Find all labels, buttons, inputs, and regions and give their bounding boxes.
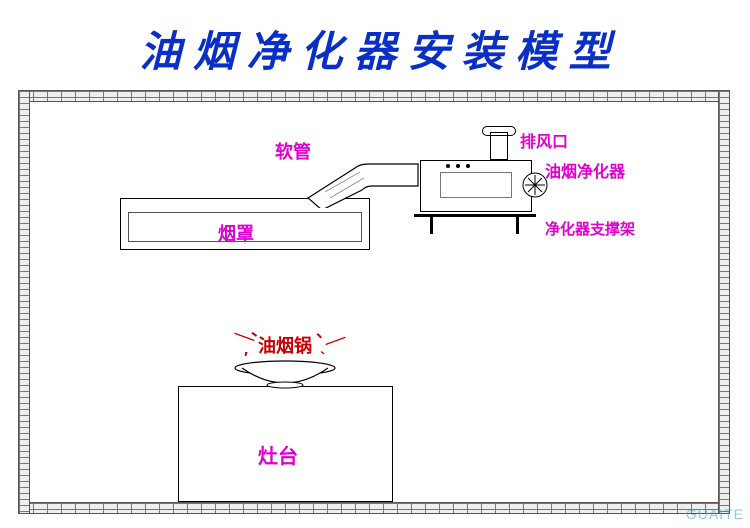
label-hood: 烟罩 [218, 220, 254, 246]
wall-top [18, 90, 730, 102]
watermark: GUAITE [686, 506, 744, 522]
label-exhaust: 排风口 [520, 128, 568, 152]
purifier-indicator [446, 164, 450, 168]
label-softpipe: 软管 [275, 138, 311, 164]
support-bar-v [430, 214, 433, 234]
wall-left [18, 90, 30, 514]
wall-bottom [18, 502, 730, 514]
label-bracket: 净化器支撑架 [545, 218, 635, 239]
support-bar-v [516, 214, 519, 234]
sparkle-icon: ′ [244, 350, 248, 368]
purifier-indicator [466, 164, 470, 168]
label-pot: 油烟锅 [258, 332, 312, 358]
softpipe-icon [300, 158, 440, 208]
exhaust-pipe [490, 132, 508, 160]
label-purifier: 油烟净化器 [545, 158, 625, 182]
wall-right [718, 90, 730, 514]
diagram-title: 油 烟 净 化 器 安 装 模 型 [0, 18, 750, 79]
purifier-panel [440, 172, 512, 198]
label-stove: 灶台 [258, 440, 298, 469]
sparkle-icon: ` [320, 350, 325, 368]
purifier-indicator [456, 164, 460, 168]
exhaust-cap [482, 126, 516, 136]
